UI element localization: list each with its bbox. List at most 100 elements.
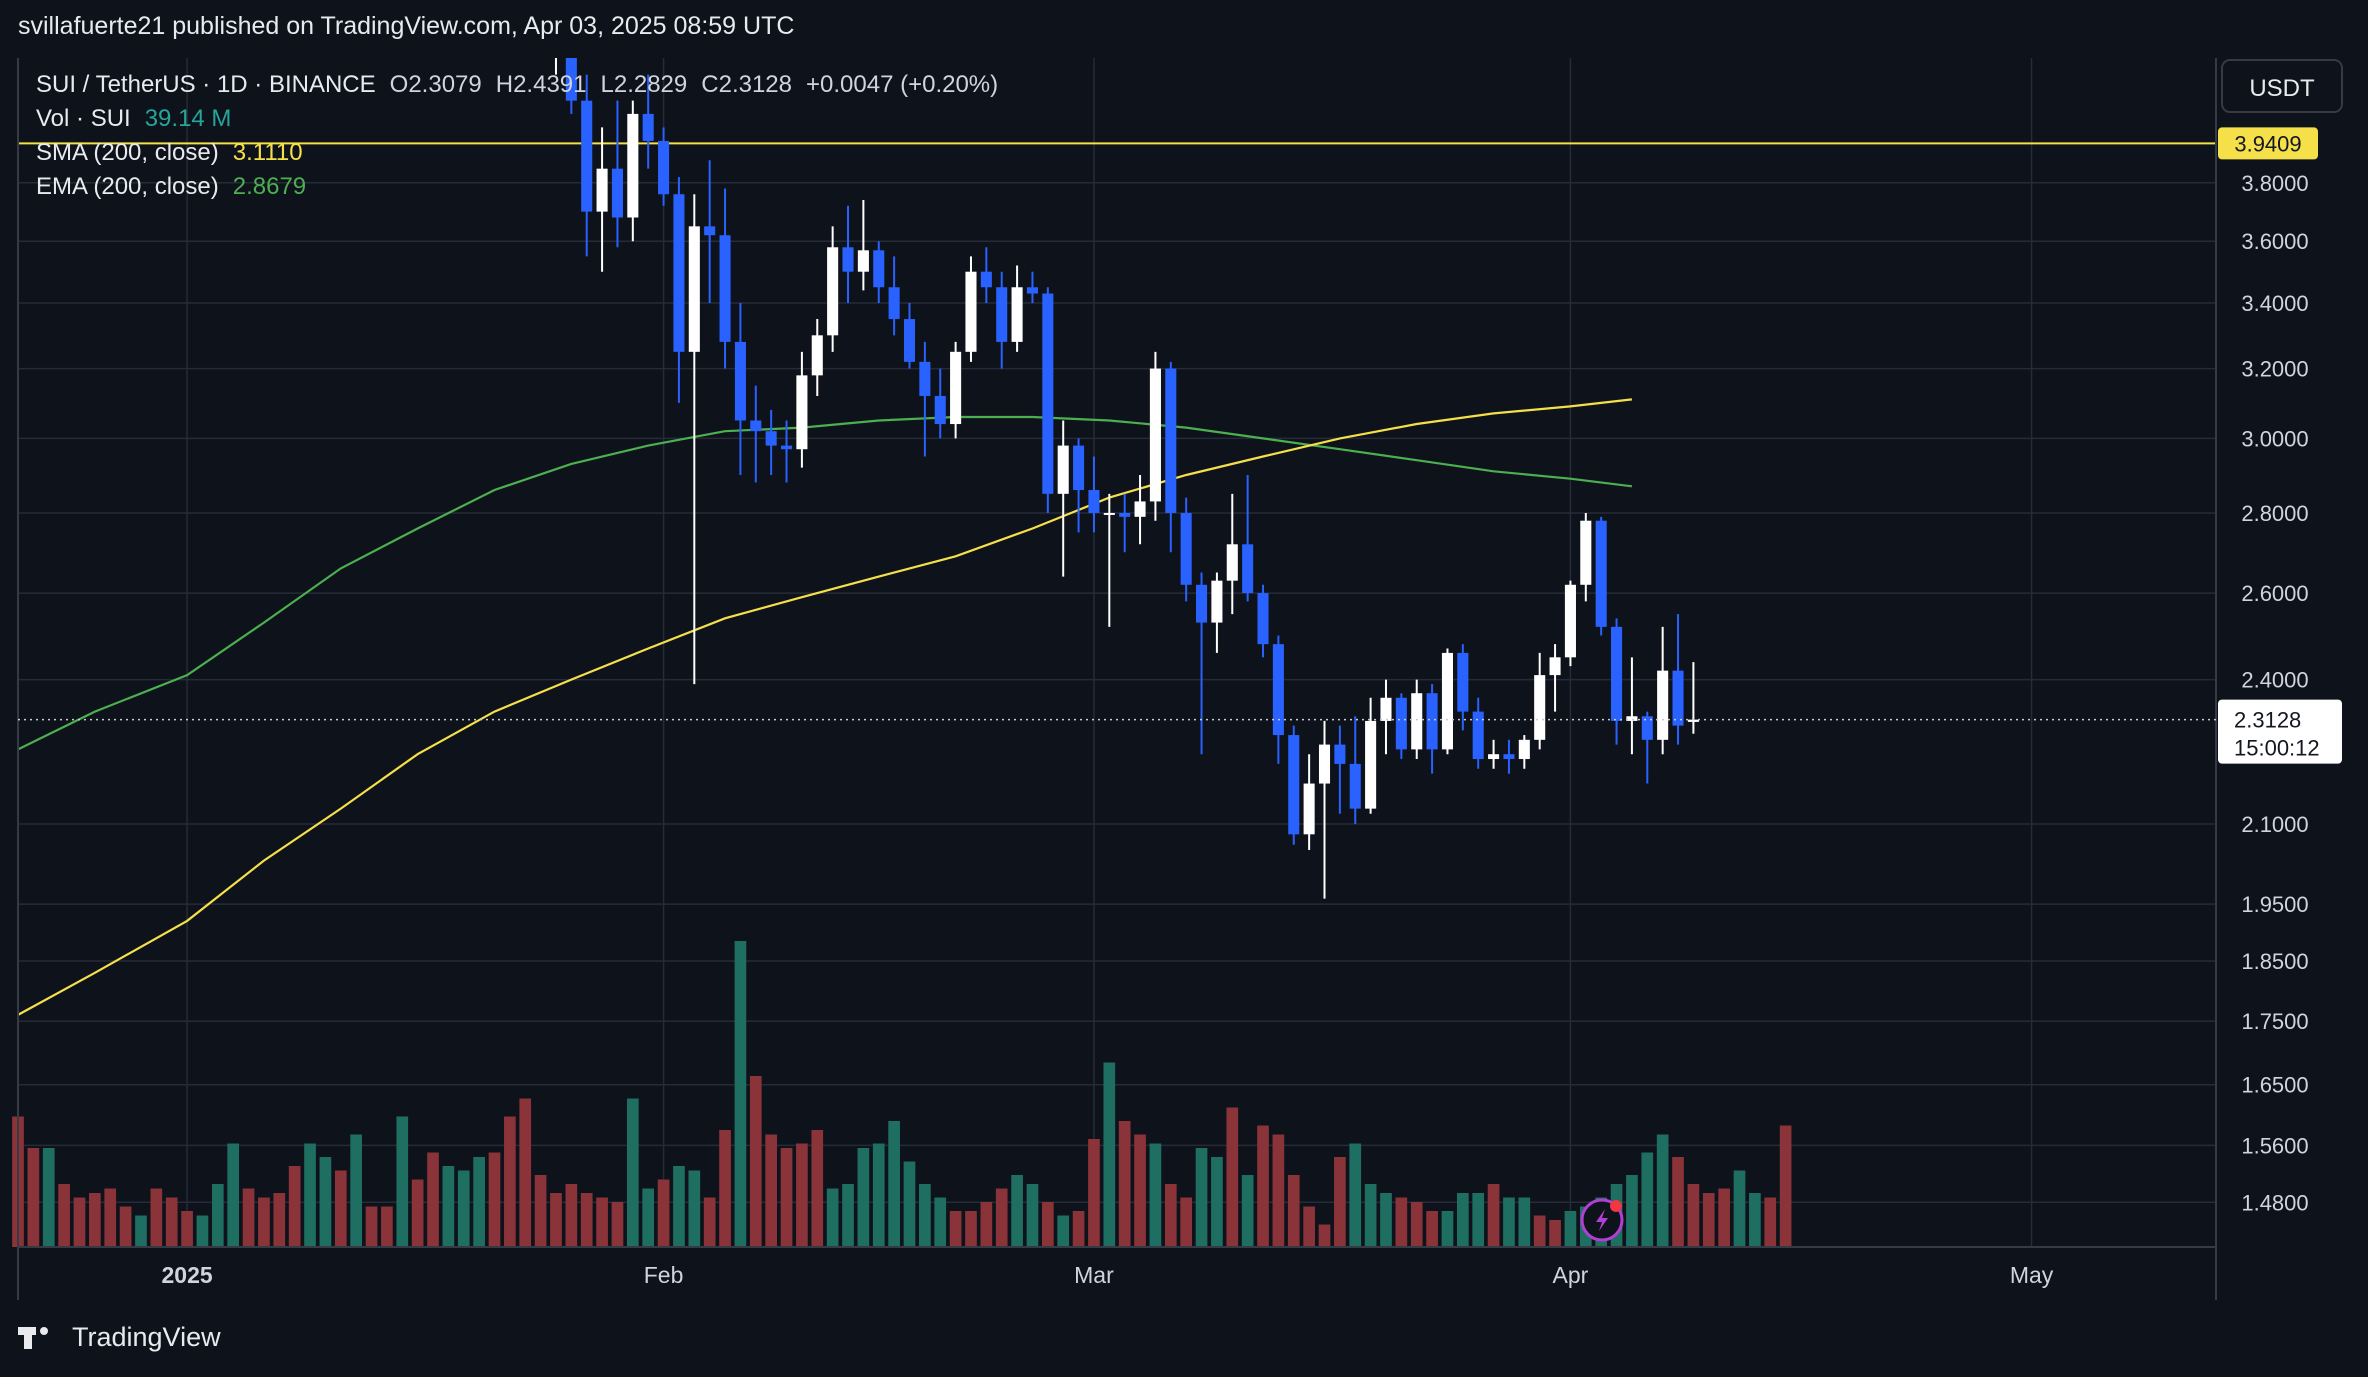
volume-bar	[780, 1148, 793, 1247]
volume-bar	[196, 1215, 209, 1247]
tradingview-brand[interactable]: TradingView	[18, 1322, 221, 1353]
y-tick-label: 3.6000	[2241, 229, 2308, 254]
candle-body	[750, 420, 762, 432]
volume-bar	[1334, 1157, 1346, 1247]
close-value: C2.3128	[701, 71, 792, 98]
volume-label[interactable]: Vol · SUI	[36, 105, 131, 132]
sma-legend-row[interactable]: SMA (200, close) 3.1110	[36, 136, 998, 170]
volume-bar	[1134, 1134, 1146, 1247]
y-tick-label: 3.8000	[2241, 171, 2308, 196]
y-tick-label: 1.7500	[2241, 1009, 2308, 1034]
sma-label[interactable]: SMA (200, close)	[36, 139, 219, 166]
volume-bar	[442, 1166, 455, 1247]
volume-bar	[1779, 1125, 1792, 1247]
candle-body	[1303, 783, 1315, 835]
volume-bar	[1749, 1193, 1761, 1247]
volume-bar	[396, 1116, 409, 1247]
volume-bar	[1410, 1202, 1423, 1247]
candle	[1073, 438, 1085, 533]
volume-bar	[1426, 1211, 1438, 1247]
volume-bar	[903, 1161, 916, 1247]
candle-body	[1272, 644, 1284, 736]
y-tick-label: 2.8000	[2241, 501, 2308, 526]
candle-body	[1226, 544, 1238, 581]
volume-bar	[227, 1143, 240, 1247]
candle-body	[919, 361, 931, 396]
volume-bar	[211, 1184, 224, 1247]
candles	[550, 0, 1699, 899]
candle	[1119, 493, 1131, 553]
candle-body	[1349, 763, 1361, 809]
ohlc-row[interactable]: SUI / TetherUS · 1D · BINANCE O2.3079 H2…	[36, 68, 998, 102]
candle-body	[1411, 693, 1423, 750]
candle	[796, 351, 808, 468]
candle	[688, 194, 700, 685]
volume-bar	[857, 1148, 870, 1247]
candle-body	[1073, 445, 1085, 491]
candle	[1288, 725, 1300, 845]
volume-bar	[334, 1170, 347, 1247]
candle	[1472, 697, 1484, 769]
candle	[1088, 456, 1100, 533]
candle-body	[1180, 512, 1192, 585]
volume-bar	[488, 1152, 501, 1247]
ema-value: 2.8679	[232, 173, 307, 200]
candle	[1564, 580, 1576, 667]
candle	[765, 409, 777, 476]
last-price-tag	[2218, 699, 2342, 764]
volume-bar	[1349, 1143, 1362, 1247]
candle	[811, 319, 823, 396]
volume-bar	[703, 1197, 716, 1247]
volume-bars	[12, 941, 1792, 1247]
volume-bar	[1564, 1211, 1577, 1247]
y-tick-label: 3.0000	[2241, 426, 2308, 451]
volume-bar	[934, 1197, 947, 1247]
candle	[965, 256, 977, 362]
candle-body	[1580, 520, 1592, 585]
candle	[658, 127, 670, 206]
candle-body	[1057, 445, 1069, 494]
candle-body	[688, 226, 700, 352]
volume-bar	[411, 1179, 424, 1247]
volume-bar	[1026, 1184, 1039, 1247]
volume-bar	[919, 1184, 931, 1247]
low-label: L	[600, 71, 614, 98]
ema-legend-row[interactable]: EMA (200, close) 2.8679	[36, 170, 998, 204]
candle-body	[1626, 716, 1638, 721]
candle	[1103, 493, 1115, 627]
candle	[642, 74, 654, 169]
lightning-icon[interactable]	[1580, 1198, 1624, 1242]
volume-bar	[119, 1206, 132, 1247]
volume-bar	[1088, 1139, 1100, 1247]
y-tick-label: 1.9500	[2241, 892, 2308, 917]
high-value: H2.4391	[495, 71, 587, 98]
x-tick-label: May	[2010, 1262, 2054, 1288]
candle	[1149, 351, 1161, 521]
x-tick-label: Feb	[644, 1262, 684, 1288]
volume-bar	[1057, 1215, 1070, 1247]
volume-bar	[1687, 1184, 1700, 1247]
candle	[627, 100, 639, 242]
volume-bar	[1118, 1121, 1131, 1247]
volume-bar	[1441, 1211, 1454, 1247]
volume-bar	[1041, 1202, 1054, 1247]
volume-bar	[1718, 1188, 1730, 1247]
candle-body	[673, 194, 685, 352]
candle-body	[888, 287, 900, 320]
candle	[780, 420, 793, 483]
candle	[827, 226, 839, 352]
symbol-line[interactable]: SUI / TetherUS · 1D · BINANCE	[36, 71, 376, 98]
volume-bar	[150, 1188, 163, 1247]
open-value: O2.3079	[389, 71, 482, 98]
candle-body	[1549, 657, 1561, 676]
y-tick-label: 1.5600	[2241, 1133, 2308, 1158]
volume-bar	[181, 1211, 193, 1247]
y-tick-label: 2.4000	[2241, 668, 2308, 693]
moving-averages	[17, 398, 1633, 1016]
volume-legend-row[interactable]: Vol · SUI 39.14 M	[36, 102, 998, 136]
volume-bar	[1503, 1197, 1515, 1247]
candle-body	[1657, 670, 1669, 740]
ema-label[interactable]: EMA (200, close)	[36, 173, 219, 200]
